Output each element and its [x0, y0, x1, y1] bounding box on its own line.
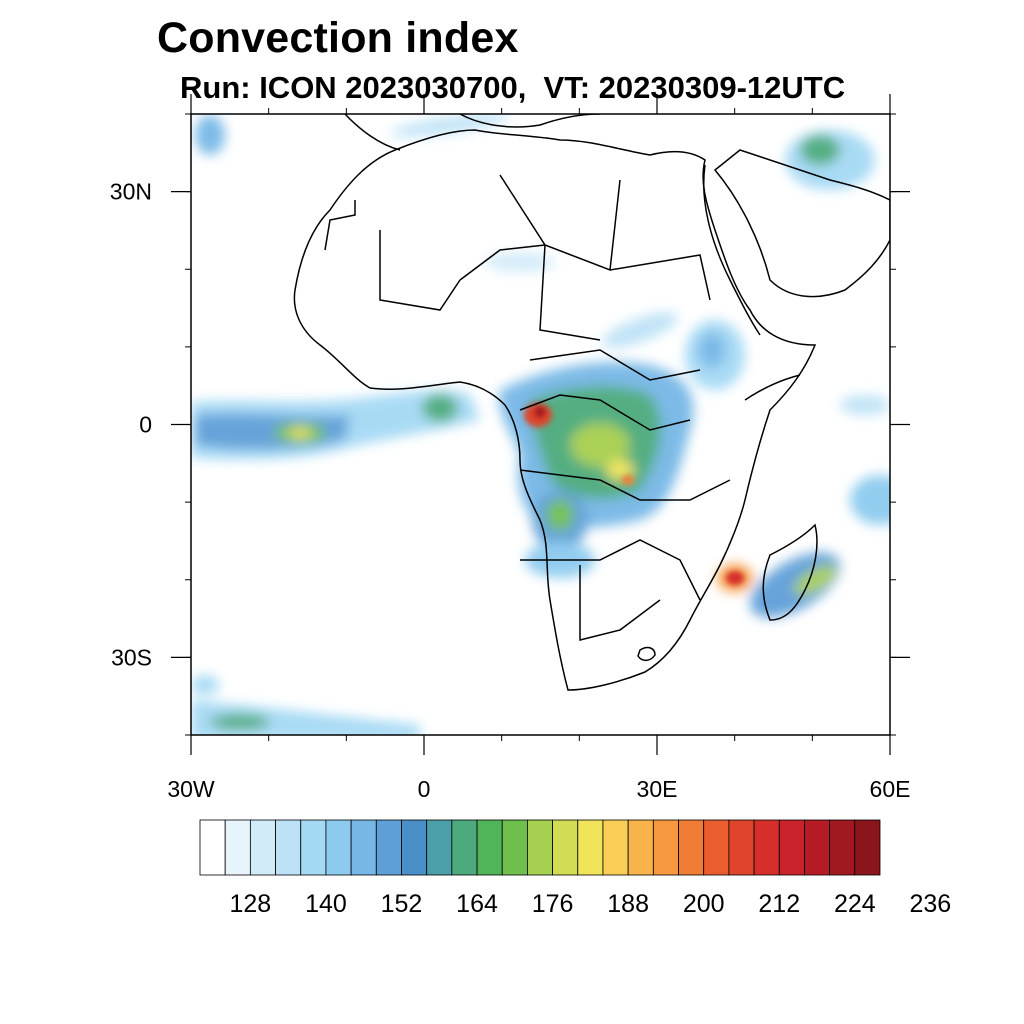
border-11 — [324, 200, 356, 251]
colorbar-box — [804, 819, 831, 876]
colorbar-box — [426, 819, 453, 876]
field-central-yellow — [570, 423, 630, 467]
colorbar-box — [501, 819, 528, 876]
border-5 — [529, 349, 701, 381]
border-12 — [637, 646, 656, 662]
coastlines — [293, 114, 890, 691]
colorbar-box — [224, 819, 251, 876]
field-middle-east-core — [800, 135, 840, 165]
field-north-atlantic — [195, 115, 225, 155]
field-gulf-guinea — [422, 394, 458, 422]
colorbar-box — [728, 819, 755, 876]
colorbar-box — [678, 819, 705, 876]
colorbar-box — [552, 819, 579, 876]
border-3 — [459, 244, 546, 281]
colorbar-label: 224 — [834, 890, 876, 918]
border-1 — [499, 174, 621, 272]
field-indian-ocean-n — [840, 395, 890, 415]
colorbar-box — [778, 819, 805, 876]
colorbar-box — [476, 819, 503, 876]
field-cameroon-max-inner — [534, 406, 546, 418]
colorbar-box — [753, 819, 780, 876]
field-angola-core — [546, 499, 574, 531]
europe-coastline — [459, 114, 601, 128]
madagascar-coastline — [762, 523, 818, 621]
colorbar-box — [829, 819, 856, 876]
lon-tick-label: 30E — [637, 776, 678, 802]
colorbar-box — [300, 819, 327, 876]
colorbar-box — [249, 819, 276, 876]
colorbar-label: 128 — [230, 890, 272, 918]
lon-tick-label: 60E — [870, 776, 911, 802]
colorbar-box — [627, 819, 654, 876]
colorbar-box — [451, 819, 478, 876]
colorbar-box — [350, 819, 377, 876]
colorbar-box — [527, 819, 553, 876]
field-sudan — [602, 312, 678, 348]
arabia-coastline — [713, 149, 890, 298]
field-south-atlantic-w — [191, 675, 219, 695]
map-axes: 30W 0 30E 60E 30N 0 30S — [110, 94, 911, 802]
border-6 — [519, 394, 691, 431]
colorbar-label: 188 — [607, 890, 649, 918]
map-title: Convection index — [157, 14, 519, 62]
colorbar-label: 212 — [758, 890, 800, 918]
colorbar-label: 152 — [381, 890, 423, 918]
colorbar-box — [199, 819, 226, 876]
lat-tick-label: 0 — [139, 412, 152, 438]
lon-tick-label: 30W — [167, 776, 215, 802]
border-10 — [379, 230, 461, 311]
colorbar: 128 140 152 164 176 188 200 212 224 236 — [199, 819, 952, 918]
map-subtitle: Run: ICON 2023030700, VT: 20230309-12UTC — [180, 70, 846, 105]
colorbar-label: 140 — [305, 890, 347, 918]
colorbar-box — [602, 819, 629, 876]
colorbar-box — [703, 819, 730, 876]
convection-field — [191, 114, 890, 735]
field-mozambique-max — [726, 571, 744, 585]
field-madagascar — [750, 552, 840, 618]
red-sea — [702, 164, 761, 336]
lat-tick-label: 30S — [111, 644, 152, 670]
colorbar-box — [577, 819, 604, 876]
field-south-atlantic-core — [210, 714, 270, 730]
border-13 — [744, 374, 801, 401]
field-madagascar-core — [793, 565, 837, 595]
colorbar-label: 164 — [456, 890, 498, 918]
colorbar-box — [652, 819, 679, 876]
border-4 — [609, 254, 711, 301]
field-atlantic-max2 — [288, 428, 312, 438]
colorbar-box — [401, 819, 428, 876]
field-central-yellow2 — [606, 460, 634, 480]
lat-tick-label: 30N — [110, 179, 152, 205]
iberia-coastline — [344, 114, 401, 151]
border-2 — [539, 244, 601, 341]
border-7 — [519, 469, 731, 501]
colorbar-label: 176 — [532, 890, 574, 918]
colorbar-box — [854, 819, 881, 876]
field-sahara — [485, 252, 555, 272]
border-8 — [520, 539, 701, 601]
field-indian-ocean — [850, 475, 890, 525]
field-drc-orange — [622, 475, 634, 485]
colorbar-label: 236 — [910, 890, 952, 918]
field-ethiopia-core — [698, 332, 726, 368]
colorbar-label: 200 — [683, 890, 725, 918]
field-mediterranean — [390, 114, 510, 137]
border-9 — [579, 565, 661, 641]
colorbar-box — [325, 819, 352, 876]
colorbar-box — [275, 819, 302, 876]
lon-tick-label: 0 — [418, 776, 431, 802]
colorbar-box — [375, 819, 402, 876]
africa-coastline — [293, 129, 817, 691]
